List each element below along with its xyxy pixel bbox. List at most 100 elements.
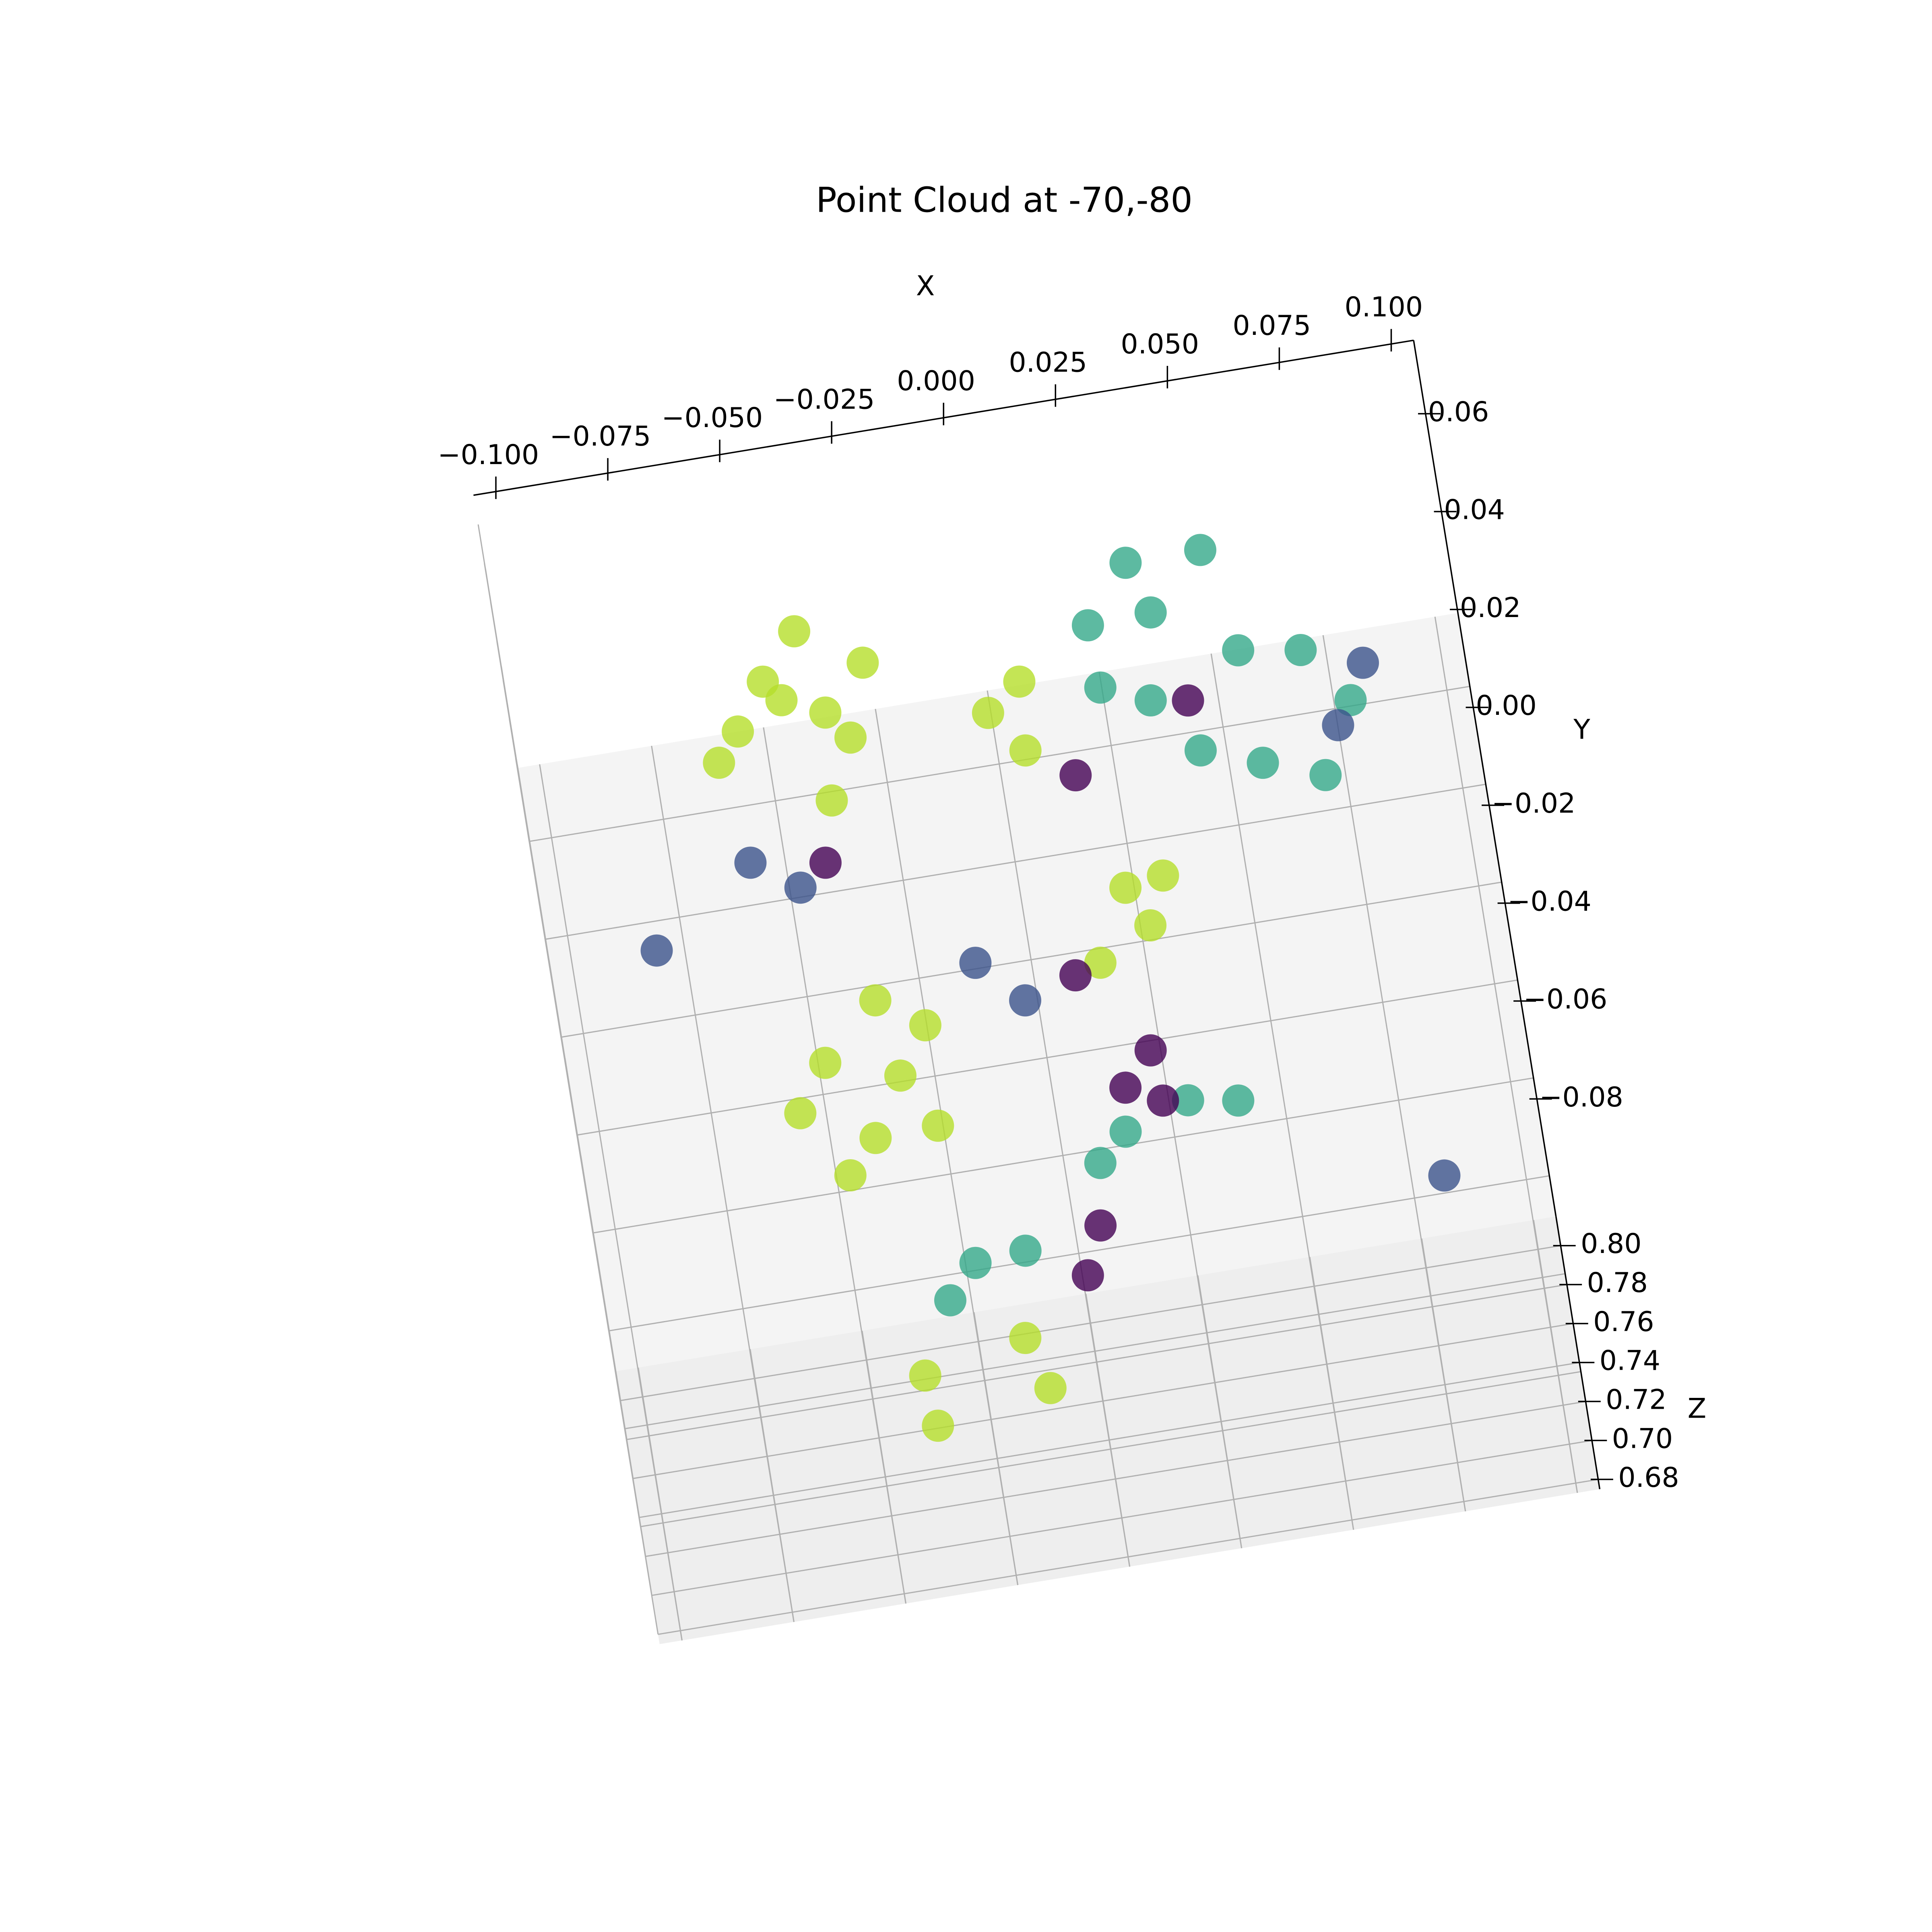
grid-line	[652, 1440, 1592, 1596]
point	[834, 721, 867, 754]
point	[1009, 984, 1042, 1017]
grid-line	[658, 1479, 1598, 1635]
grid-line	[561, 881, 1501, 1038]
x-tick-label: 0.050	[1121, 328, 1199, 360]
point	[1109, 1071, 1142, 1104]
grid-line	[577, 979, 1517, 1136]
x-tick-label: 0.100	[1344, 291, 1423, 323]
x-tick-label: −0.050	[662, 402, 763, 434]
panes	[473, 495, 1600, 1644]
z-tick-label: 0.78	[1587, 1267, 1648, 1299]
point	[1134, 684, 1167, 717]
point	[1347, 646, 1379, 679]
point	[1009, 734, 1042, 767]
point	[934, 1284, 966, 1317]
point	[1147, 859, 1179, 892]
point	[1134, 1034, 1167, 1067]
point	[909, 1359, 941, 1392]
point	[1284, 634, 1317, 666]
point	[722, 715, 754, 748]
z-tick-label: 0.70	[1612, 1423, 1673, 1455]
axes	[473, 329, 1613, 1490]
point	[734, 846, 767, 879]
x-tick-label: −0.100	[438, 439, 539, 471]
x-tick-label: −0.025	[774, 384, 875, 415]
point	[1059, 759, 1092, 792]
point	[859, 1122, 892, 1154]
grid-line	[1421, 1238, 1466, 1511]
grid-line	[627, 1284, 1567, 1440]
point	[1322, 709, 1354, 741]
point	[640, 934, 673, 967]
grid-line	[638, 1367, 683, 1641]
grid-line	[1533, 1220, 1578, 1493]
point	[922, 1109, 954, 1142]
z-tick-label: 0.80	[1581, 1228, 1641, 1260]
point	[959, 947, 992, 979]
grid-line	[620, 1245, 1561, 1402]
point	[1428, 1159, 1461, 1192]
point	[809, 1046, 842, 1079]
point	[778, 615, 811, 648]
y-tick-label: 0.06	[1428, 396, 1489, 428]
point	[1184, 534, 1216, 566]
grid-line	[645, 1401, 1586, 1557]
point	[859, 984, 892, 1017]
grid-line	[609, 1175, 1549, 1331]
point	[703, 747, 735, 779]
y-tick-label: −0.06	[1523, 984, 1607, 1016]
labels: −0.100 −0.075 −0.050 −0.025 0.000 0.025 0.050 0…	[438, 291, 1679, 1494]
point	[1071, 609, 1104, 642]
point	[1172, 1084, 1204, 1117]
point	[1109, 871, 1142, 904]
point	[1222, 1084, 1255, 1117]
point	[809, 696, 842, 729]
point	[922, 1410, 954, 1442]
y-tick-label: 0.04	[1444, 494, 1505, 526]
point	[1034, 1372, 1067, 1404]
point	[1084, 1209, 1117, 1242]
point	[1071, 1259, 1104, 1292]
x-tick-label: −0.075	[550, 421, 651, 452]
grid-line	[1085, 1294, 1131, 1567]
grid-line	[592, 1077, 1533, 1234]
x-tick-label: 0.025	[1009, 347, 1087, 379]
grid-line	[640, 1371, 1581, 1527]
y-axis-line	[1413, 340, 1557, 1217]
grid-line	[1197, 1275, 1243, 1548]
point	[1003, 665, 1036, 698]
point	[959, 1247, 992, 1279]
y-tick-label: −0.02	[1492, 788, 1575, 819]
grid-line	[639, 1362, 1580, 1518]
grid-line	[529, 686, 1470, 842]
z-tick-label: 0.76	[1593, 1306, 1654, 1338]
point	[1147, 1084, 1179, 1117]
point	[784, 871, 817, 904]
point	[784, 1097, 817, 1129]
point	[1084, 1147, 1117, 1179]
y-tick-label: 0.00	[1476, 690, 1536, 722]
chart-title: Point Cloud at -70,-80	[816, 180, 1193, 220]
point	[884, 1059, 916, 1092]
points	[640, 534, 1461, 1442]
point	[909, 1009, 941, 1042]
y-axis-label: Y	[1573, 714, 1590, 746]
grid-line	[1309, 1257, 1354, 1530]
point	[809, 846, 842, 879]
point	[1109, 547, 1142, 579]
point	[1084, 946, 1117, 979]
y-tick-label: 0.02	[1460, 592, 1521, 624]
grid-line	[633, 1323, 1573, 1479]
point	[1184, 734, 1217, 767]
x-tick-label: 0.075	[1232, 310, 1311, 342]
point	[1109, 1115, 1142, 1148]
grid	[477, 524, 1598, 1641]
grid-line	[624, 1273, 1565, 1430]
z-tick-label: 0.72	[1606, 1384, 1666, 1416]
point	[1334, 684, 1367, 716]
point	[846, 646, 879, 679]
y-tick-label: −0.04	[1508, 886, 1591, 917]
point	[1134, 909, 1167, 942]
